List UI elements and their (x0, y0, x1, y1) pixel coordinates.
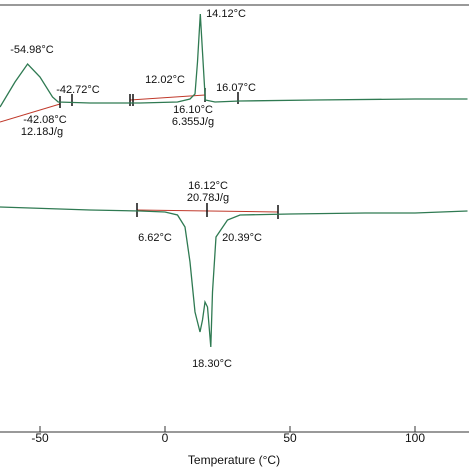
x-tick-label: -50 (31, 431, 49, 445)
curve (0, 206, 468, 348)
x-tick-label: 100 (405, 431, 425, 445)
annotation: 14.12°C (206, 8, 246, 20)
x-tick-label: 0 (162, 431, 169, 445)
annotation: 12.18J/g (21, 126, 63, 138)
x-axis-label: Temperature (°C) (188, 453, 280, 467)
annotation: 6.62°C (138, 232, 172, 244)
annotation: 16.07°C (216, 82, 256, 94)
annotation: -42.72°C (56, 84, 100, 96)
limit-markers (59, 88, 279, 219)
curve (0, 13, 468, 108)
annotation: 16.10°C (173, 104, 213, 116)
annotation: -42.08°C (23, 114, 67, 126)
annotation: -54.98°C (10, 44, 54, 56)
annotation: 12.02°C (145, 74, 185, 86)
annotation: 20.78J/g (187, 192, 229, 204)
annotation: 6.355J/g (172, 116, 214, 128)
annotation: 18.30°C (192, 358, 232, 370)
baseline (0, 103, 61, 123)
x-tick-label: 50 (283, 431, 297, 445)
annotation: 16.12°C (188, 180, 228, 192)
annotation: 20.39°C (222, 232, 262, 244)
